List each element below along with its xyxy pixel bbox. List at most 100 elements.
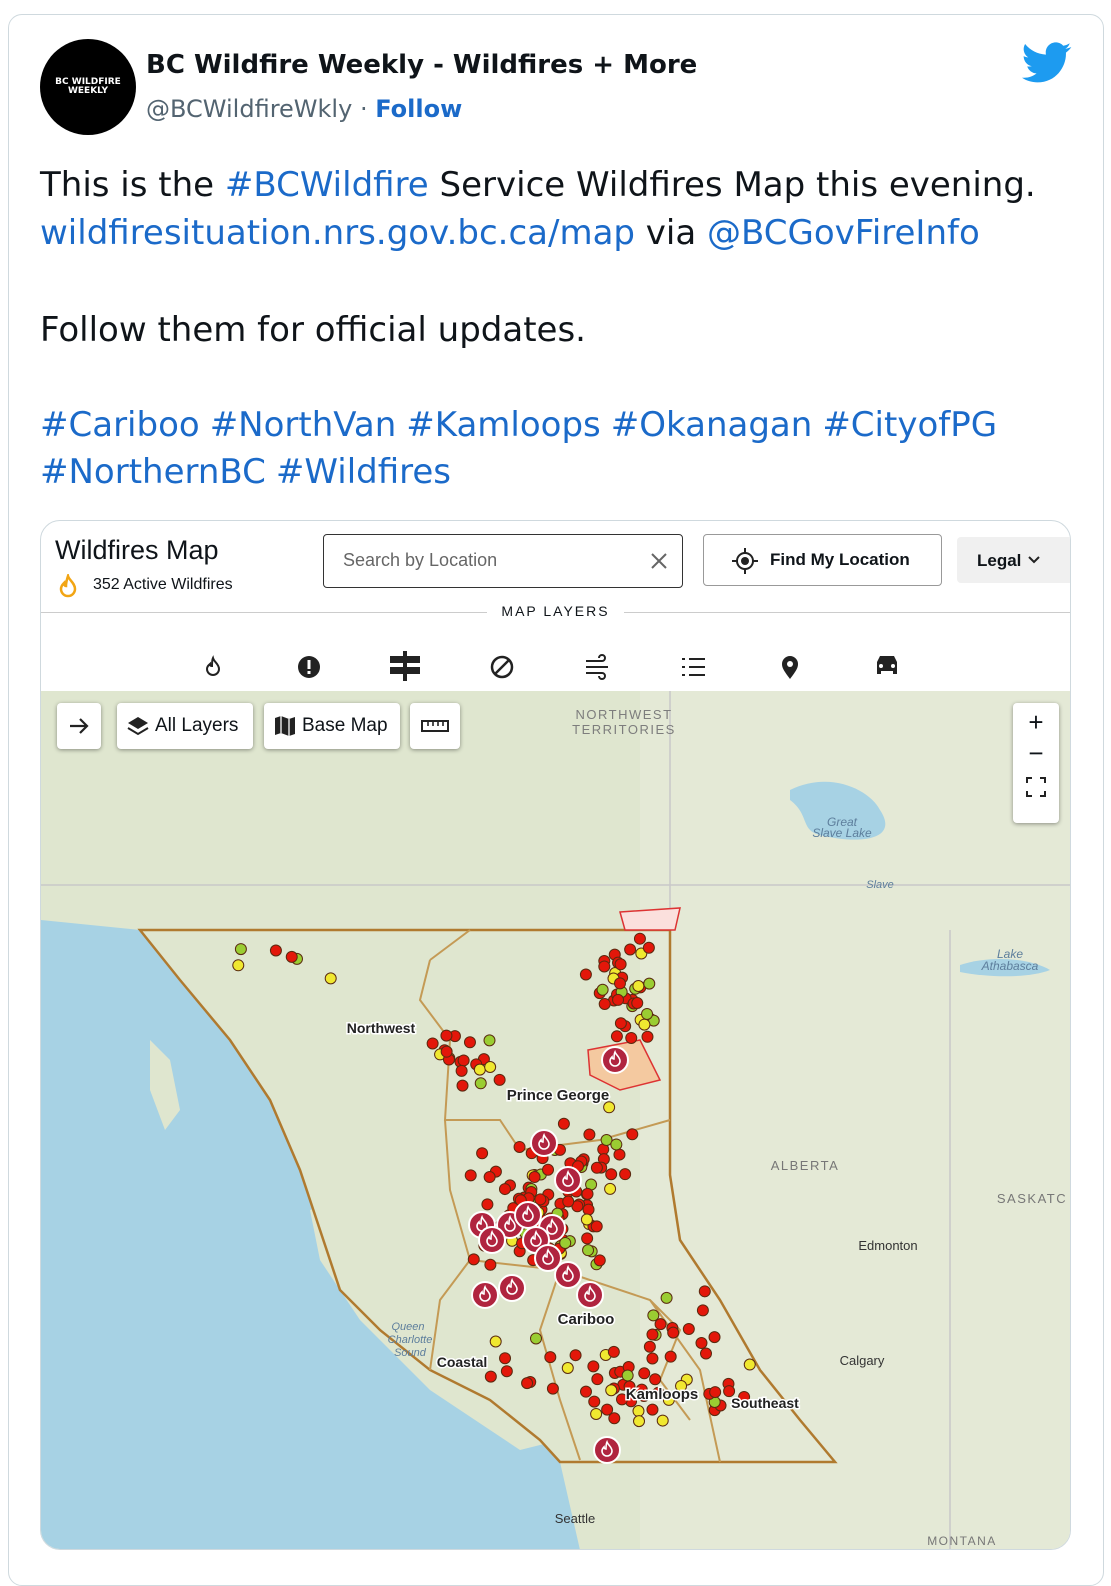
fire-marker[interactable] xyxy=(604,1182,617,1195)
fire-marker[interactable] xyxy=(621,1369,634,1382)
layer-signs[interactable] xyxy=(390,651,420,681)
fire-marker[interactable] xyxy=(579,968,592,981)
legal-button[interactable]: Legal xyxy=(957,537,1070,583)
fire-marker[interactable] xyxy=(534,1193,547,1206)
base-map-button[interactable]: Base Map xyxy=(264,703,400,749)
fire-marker[interactable] xyxy=(588,1395,601,1408)
all-layers-button[interactable]: All Layers xyxy=(117,703,253,749)
fire-marker[interactable] xyxy=(641,1030,654,1043)
measure-button[interactable] xyxy=(410,703,460,749)
fire-marker[interactable] xyxy=(562,1195,575,1208)
fire-marker[interactable] xyxy=(638,1367,651,1380)
fire-marker[interactable] xyxy=(652,1386,665,1399)
fire-marker[interactable] xyxy=(542,1163,555,1176)
fire-marker[interactable] xyxy=(581,1187,594,1200)
fire-marker[interactable] xyxy=(463,1036,476,1049)
clear-icon[interactable] xyxy=(650,552,668,570)
fire-marker[interactable] xyxy=(481,1198,494,1211)
fire-of-note[interactable] xyxy=(554,1166,582,1194)
zoom-in[interactable]: + xyxy=(1028,707,1044,737)
layer-fire[interactable] xyxy=(205,655,221,676)
fire-marker[interactable] xyxy=(632,979,645,992)
fire-marker[interactable] xyxy=(456,1079,469,1092)
fire-marker[interactable] xyxy=(633,932,646,945)
layer-alerts[interactable] xyxy=(298,656,320,678)
fire-of-note[interactable] xyxy=(498,1274,526,1302)
fire-marker[interactable] xyxy=(234,943,247,956)
fire-marker[interactable] xyxy=(546,1382,559,1395)
fire-marker[interactable] xyxy=(581,1232,594,1245)
fire-marker[interactable] xyxy=(598,960,611,973)
fire-marker[interactable] xyxy=(664,1350,677,1363)
hashtag[interactable]: #NorthernBC xyxy=(40,452,266,492)
fire-marker[interactable] xyxy=(232,959,245,972)
fire-of-note[interactable] xyxy=(576,1281,604,1309)
fire-marker[interactable] xyxy=(426,1037,439,1050)
fire-marker[interactable] xyxy=(656,1414,669,1427)
fire-of-note[interactable] xyxy=(534,1244,562,1272)
fire-marker[interactable] xyxy=(324,972,337,985)
fire-marker[interactable] xyxy=(641,1007,654,1020)
fire-marker[interactable] xyxy=(619,1168,632,1181)
fire-marker[interactable] xyxy=(484,1258,497,1271)
fire-marker[interactable] xyxy=(440,1029,453,1042)
fire-marker[interactable] xyxy=(614,958,627,971)
fire-marker[interactable] xyxy=(723,1385,736,1398)
fire-marker[interactable] xyxy=(709,1386,722,1399)
layer-bans[interactable] xyxy=(490,655,514,679)
fire-of-note[interactable] xyxy=(554,1261,582,1289)
find-location-button[interactable]: Find My Location xyxy=(703,534,942,586)
fire-marker[interactable] xyxy=(544,1351,557,1364)
fire-marker[interactable] xyxy=(642,941,655,954)
fire-marker[interactable] xyxy=(500,1365,513,1378)
layer-places[interactable] xyxy=(782,656,798,679)
fire-marker[interactable] xyxy=(474,1077,487,1090)
fire-marker[interactable] xyxy=(455,1064,468,1077)
fire-marker[interactable] xyxy=(590,1220,603,1233)
fire-marker[interactable] xyxy=(660,1291,673,1304)
fire-of-note[interactable] xyxy=(514,1201,542,1229)
fire-marker[interactable] xyxy=(484,1060,497,1073)
author-name[interactable]: BC Wildfire Weekly - Wildfires + More xyxy=(146,50,698,80)
fire-marker[interactable] xyxy=(561,1362,574,1375)
fire-marker[interactable] xyxy=(623,1380,636,1393)
hashtag[interactable]: #Cariboo xyxy=(40,405,200,445)
fire-marker[interactable] xyxy=(493,1073,506,1086)
fire-marker[interactable] xyxy=(499,1352,512,1365)
fire-marker[interactable] xyxy=(601,1403,614,1416)
fire-marker[interactable] xyxy=(667,1326,680,1339)
fire-marker[interactable] xyxy=(632,1405,645,1418)
fire-marker[interactable] xyxy=(607,1345,620,1358)
fire-marker[interactable] xyxy=(631,997,644,1010)
fire-marker[interactable] xyxy=(614,1017,627,1030)
fire-marker[interactable] xyxy=(603,1101,616,1114)
fire-marker[interactable] xyxy=(583,1128,596,1141)
fire-of-note[interactable] xyxy=(471,1281,499,1309)
fire-marker[interactable] xyxy=(612,993,625,1006)
fire-marker[interactable] xyxy=(700,1347,713,1360)
fire-marker[interactable] xyxy=(624,943,637,956)
fire-of-note[interactable] xyxy=(593,1436,621,1464)
fire-marker[interactable] xyxy=(467,1253,480,1266)
fire-marker[interactable] xyxy=(483,1171,496,1184)
fire-marker[interactable] xyxy=(613,977,626,990)
fire-marker[interactable] xyxy=(654,1318,667,1331)
fire-marker[interactable] xyxy=(646,1352,659,1365)
fire-marker[interactable] xyxy=(529,1332,542,1345)
fire-marker[interactable] xyxy=(557,1117,570,1130)
search-box[interactable]: Search by Location xyxy=(323,534,683,588)
fullscreen-icon[interactable] xyxy=(1024,775,1048,799)
fire-marker[interactable] xyxy=(464,1169,477,1182)
fire-marker[interactable] xyxy=(591,1373,604,1386)
link[interactable]: wildfiresituation.nrs.gov.bc.ca/map xyxy=(40,213,635,253)
fire-marker[interactable] xyxy=(440,1045,453,1058)
fire-marker[interactable] xyxy=(483,1034,496,1047)
fire-marker[interactable] xyxy=(484,1370,497,1383)
fire-marker[interactable] xyxy=(708,1331,721,1344)
fire-marker[interactable] xyxy=(637,1389,650,1402)
fire-marker[interactable] xyxy=(638,1018,651,1031)
fire-marker[interactable] xyxy=(590,1161,603,1174)
fire-marker[interactable] xyxy=(633,1415,646,1428)
fire-marker[interactable] xyxy=(582,1244,595,1257)
